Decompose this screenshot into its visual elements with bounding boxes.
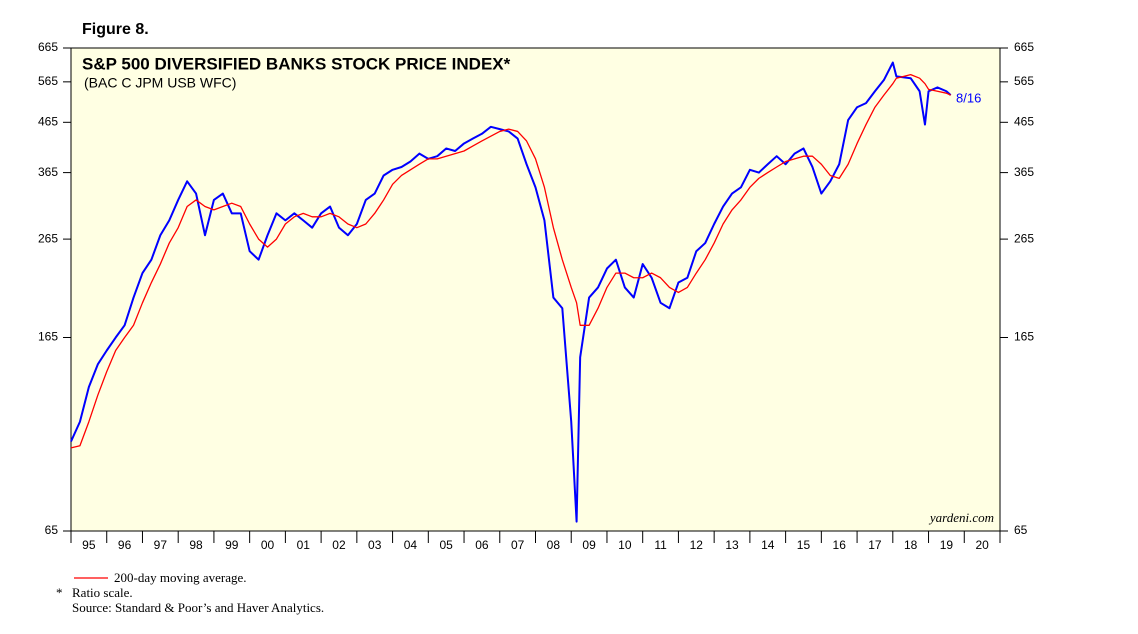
note: Ratio scale. (72, 585, 133, 600)
y-tick-label: 265 (38, 231, 58, 245)
x-tick-label: 07 (511, 538, 525, 552)
x-tick-label: 10 (618, 538, 632, 552)
x-tick-label: 99 (225, 538, 239, 552)
x-tick-label: 01 (297, 538, 311, 552)
x-tick-label: 06 (475, 538, 489, 552)
x-tick-label: 02 (332, 538, 346, 552)
y-tick-label: 565 (38, 74, 58, 88)
data-line (70, 61, 952, 523)
figure-label: Figure 8. (82, 21, 149, 38)
x-tick-label: 11 (654, 538, 667, 552)
x-tick-label: 05 (439, 538, 453, 552)
credit: yardeni.com (928, 510, 994, 525)
x-tick-label: 97 (154, 538, 168, 552)
y2-tick-label: 365 (1014, 165, 1034, 179)
chart-subtitle: (BAC C JPM USB WFC) (84, 75, 236, 91)
source: Source: Standard & Poor’s and Haver Anal… (72, 600, 324, 615)
note-marker: * (56, 585, 63, 600)
plot-area (70, 47, 1001, 532)
x-tick-label: 08 (547, 538, 561, 552)
y-tick-label: 365 (38, 165, 58, 179)
x-tick-label: 17 (868, 538, 882, 552)
y2-tick-label: 165 (1014, 330, 1034, 344)
x-tick-label: 19 (940, 538, 954, 552)
y-tick-label: 465 (38, 114, 58, 128)
x-tick-label: 20 (975, 538, 989, 552)
x-tick-label: 09 (582, 538, 596, 552)
x-tick-label: 18 (904, 538, 918, 552)
x-tick-label: 12 (690, 538, 704, 552)
y2-tick-label: 65 (1014, 523, 1028, 537)
x-tick-label: 95 (82, 538, 96, 552)
y2-tick-label: 265 (1014, 231, 1034, 245)
legend-label: 200-day moving average. (114, 570, 246, 585)
x-tick-label: 15 (797, 538, 811, 552)
x-tick-label: 14 (761, 538, 775, 552)
y2-tick-label: 465 (1014, 114, 1034, 128)
chart-title: S&P 500 DIVERSIFIED BANKS STOCK PRICE IN… (82, 54, 511, 73)
y2-tick-label: 565 (1014, 74, 1034, 88)
x-tick-label: 03 (368, 538, 382, 552)
data-line (70, 73, 951, 449)
x-tick-label: 98 (189, 538, 203, 552)
y-tick-label: 165 (38, 330, 58, 344)
x-tick-label: 96 (118, 538, 132, 552)
annotation: 8/16 (956, 90, 981, 105)
y2-tick-label: 665 (1014, 40, 1034, 54)
x-tick-label: 16 (833, 538, 847, 552)
x-tick-label: 13 (725, 538, 739, 552)
y-tick-label: 665 (38, 40, 58, 54)
x-tick-label: 04 (404, 538, 418, 552)
x-tick-label: 00 (261, 538, 275, 552)
y-tick-label: 65 (45, 523, 59, 537)
